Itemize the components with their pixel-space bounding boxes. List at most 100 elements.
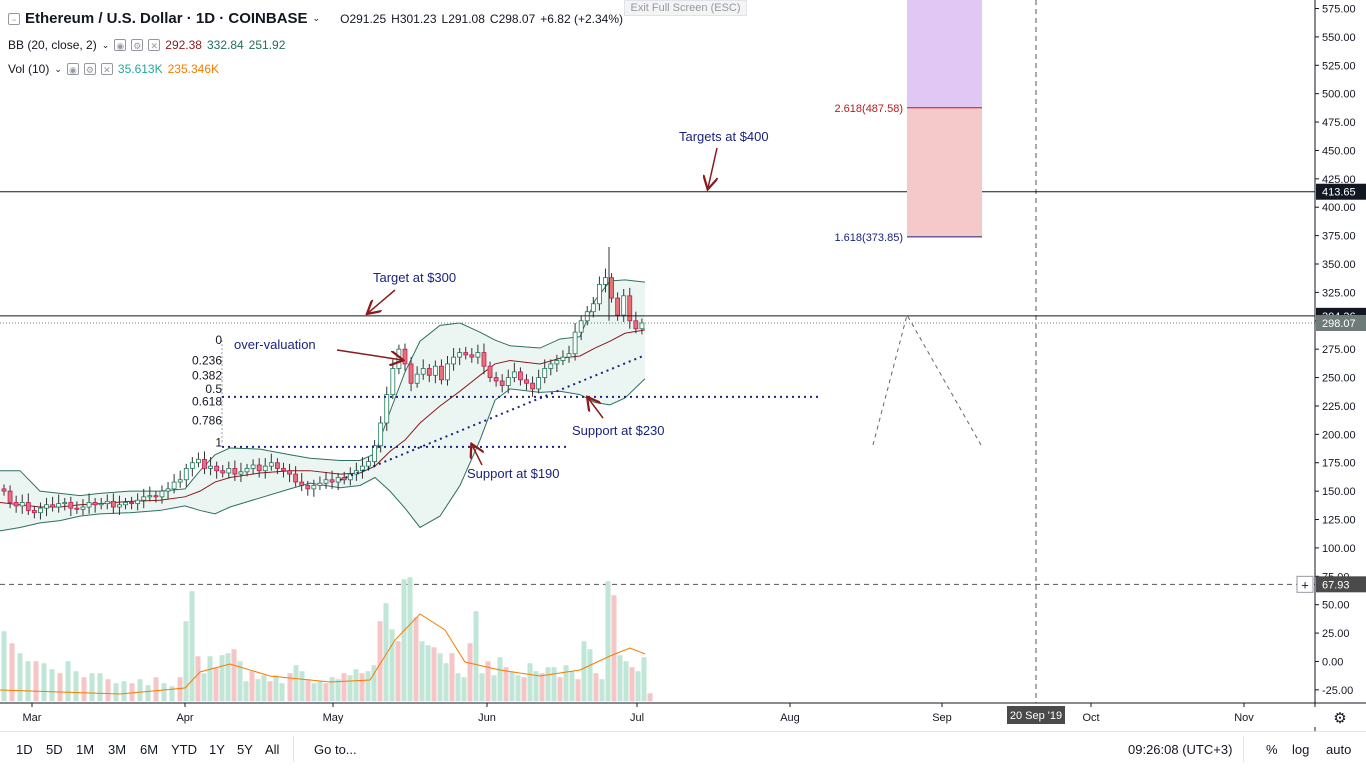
- candle-body: [596, 284, 602, 305]
- price-axis-label: -25.00: [1322, 685, 1353, 697]
- volume-bar: [305, 679, 311, 702]
- volume-bar: [455, 673, 461, 702]
- range-5y[interactable]: 5Y: [237, 742, 253, 757]
- volume-bar: [273, 675, 279, 702]
- settings-icon[interactable]: ⚙: [131, 39, 144, 51]
- candle-body: [135, 499, 141, 505]
- candle-body: [202, 458, 207, 469]
- candle-body: [323, 479, 329, 484]
- candle-body: [566, 353, 572, 358]
- settings-icon[interactable]: ⚙: [83, 63, 96, 75]
- volume-bar: [485, 661, 491, 702]
- candle-body: [633, 320, 639, 330]
- volume-bar: [353, 669, 359, 702]
- eye-icon[interactable]: ◉: [66, 63, 79, 75]
- collapse-icon[interactable]: −: [8, 12, 20, 25]
- candle-body: [590, 303, 596, 313]
- fib-level-label: 0: [215, 333, 222, 347]
- candle-body: [244, 468, 250, 473]
- price-axis-label: 375.00: [1322, 231, 1356, 243]
- volume-bar: [473, 611, 479, 702]
- volume-bar: [219, 655, 225, 702]
- volume-bar: [279, 683, 285, 702]
- volume-bar: [329, 677, 335, 702]
- close-icon[interactable]: ✕: [100, 63, 113, 75]
- volume-bar: [539, 673, 545, 702]
- plot-area[interactable]: [0, 0, 1315, 703]
- goto-button[interactable]: Go to...: [314, 742, 357, 757]
- volume-bar: [17, 653, 23, 702]
- eye-icon[interactable]: ◉: [114, 39, 127, 51]
- log-toggle[interactable]: log: [1292, 742, 1310, 757]
- vol-legend: Vol (10) ⌄ ◉ ⚙ ✕ 35.613K 235.346K: [8, 62, 219, 76]
- candle-body: [347, 473, 353, 481]
- vol-value: 35.613K: [117, 62, 163, 76]
- candle-body: [305, 485, 311, 490]
- candle-body: [129, 502, 134, 505]
- vol-ma-value: 235.346K: [167, 62, 220, 76]
- bottom-toolbar: 1D 5D 1M 3M 6M YTD 1Y 5Y All Go to... 09…: [0, 731, 1366, 769]
- candle-body: [481, 352, 487, 367]
- volume-bar: [425, 645, 431, 702]
- candle-body: [268, 462, 274, 467]
- clock[interactable]: 09:26:08 (UTC+3): [1128, 742, 1233, 757]
- volume-bar: [467, 643, 473, 702]
- time-axis-label: Mar: [23, 712, 42, 724]
- range-ytd[interactable]: YTD: [171, 742, 197, 757]
- candle-body: [317, 482, 323, 486]
- close-icon[interactable]: ✕: [148, 39, 161, 51]
- price-axis-label: 50.00: [1322, 600, 1350, 612]
- time-axis-label: Aug: [780, 712, 800, 724]
- auto-toggle[interactable]: auto: [1326, 742, 1352, 757]
- volume-bar: [261, 675, 267, 702]
- volume-bar: [587, 649, 593, 702]
- chevron-down-icon[interactable]: ⌄: [101, 39, 110, 50]
- range-1m[interactable]: 1M: [76, 742, 95, 757]
- volume-bar: [629, 667, 635, 702]
- candle-body: [487, 365, 493, 378]
- candle-body: [147, 495, 153, 498]
- candle-body: [123, 502, 128, 506]
- price-axis-label: 350.00: [1322, 259, 1356, 271]
- candle-body: [311, 485, 317, 490]
- volume-bar: [617, 655, 623, 702]
- chevron-down-icon[interactable]: ⌄: [54, 63, 62, 74]
- candle-body: [171, 481, 177, 490]
- fib-level-label: 0.236: [192, 354, 222, 368]
- candle-body: [499, 380, 505, 386]
- vol-label[interactable]: Vol (10): [8, 62, 50, 76]
- candle-body: [281, 468, 286, 472]
- range-5d[interactable]: 5D: [46, 742, 63, 757]
- volume-bar: [237, 661, 243, 702]
- volume-bar: [479, 673, 485, 702]
- candle-body: [226, 468, 232, 474]
- exit-fullscreen-button[interactable]: Exit Full Screen (ESC): [624, 0, 747, 16]
- volume-bar: [419, 641, 425, 702]
- volume-bar: [377, 621, 383, 702]
- candle-body: [31, 510, 37, 514]
- volume-bar: [347, 675, 353, 702]
- range-6m[interactable]: 6M: [140, 742, 159, 757]
- time-axis-label: Jun: [478, 712, 496, 724]
- symbol-title[interactable]: Ethereum / U.S. Dollar · 1D · COINBASE: [25, 10, 308, 27]
- bb-label[interactable]: BB (20, close, 2): [8, 38, 97, 52]
- range-3m[interactable]: 3M: [108, 742, 127, 757]
- chevron-down-icon[interactable]: ⌄: [312, 13, 321, 23]
- settings-button: [1299, 707, 1331, 727]
- volume-bar: [195, 656, 201, 702]
- volume-bar: [569, 671, 575, 702]
- percent-toggle[interactable]: %: [1266, 742, 1278, 757]
- range-all[interactable]: All: [265, 742, 280, 757]
- volume-bar: [153, 677, 159, 702]
- candle-body: [141, 496, 147, 501]
- candle-body: [408, 363, 414, 384]
- annotation-arrow: [336, 349, 402, 360]
- range-1d[interactable]: 1D: [16, 742, 33, 757]
- annotation-arrow: [368, 289, 396, 313]
- range-1y[interactable]: 1Y: [209, 742, 225, 757]
- bb-basis-value: 292.38: [165, 38, 202, 52]
- volume-bar: [255, 679, 261, 702]
- bb-upper-line: [0, 279, 646, 497]
- candle-body: [86, 502, 92, 508]
